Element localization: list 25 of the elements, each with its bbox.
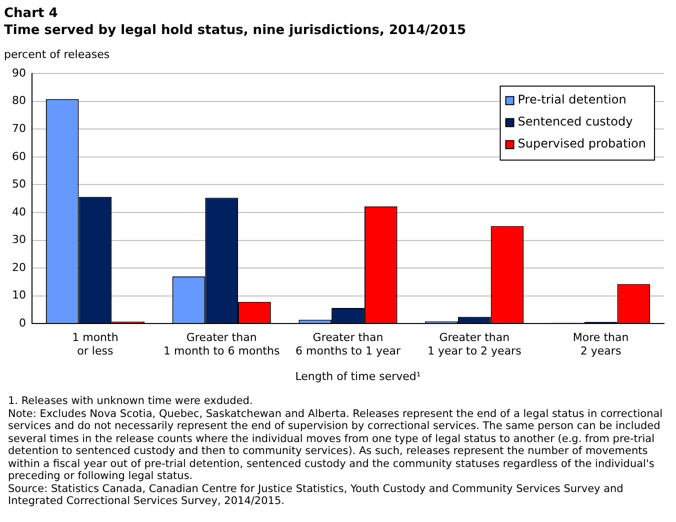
legend-label: Pre-trial detention [518, 92, 626, 107]
y-tick-label: 70 [12, 122, 26, 136]
legend-label: Supervised probation [518, 136, 646, 151]
x-tick-label: Greater than 6 months to 1 year [296, 331, 401, 358]
source-note: Source: Statistics Canada, Canadian Centre for Justice Statistics, Youth Custody and Community Services Survey and Integrated Correctional Services Survey, 2014/2015. [8, 482, 624, 508]
y-tick-label: 40 [12, 205, 26, 218]
y-axis-title: percent of releases [4, 48, 111, 61]
text: 1. Releases with unknown time were exduded. [8, 395, 254, 408]
y-tick-label: 50 [12, 178, 26, 191]
x-tick-label: Greater than 1 month to 6 months [164, 331, 280, 358]
y-tick-label: 90 [12, 66, 26, 80]
x-axis-title: Length of time served¹ [294, 370, 422, 383]
y-tick-label: 80 [12, 94, 26, 108]
y-tick-label: 60 [12, 150, 26, 163]
text: Note: Excludes Nova Scotia, Quebec, Saskatchewan and Alberta. Releases represent the end of a legal status in correctional services and do not necessarily represent the end of supervision by correctional services. The same person can be included several times in the release counts where the individual moves from one type of legal status to another (e.g. from pre-trial detention to sentenced custody and then to community services). As such, releases represent the number of movements within a fiscal year out of pre-trial detention, sentenced custody and the community statuses regardless of the individual's preceding or following legal status. [8, 408, 664, 482]
x-tick-label: 1 month or less [72, 331, 118, 358]
chart-subtitle: Time served by legal hold status, nine jurisdictions, 2014/2015 [4, 23, 468, 38]
x-tick-label: More than 2 years [572, 331, 629, 358]
y-tick-label: 0 [18, 316, 26, 330]
y-tick-label: 30 [12, 233, 26, 246]
x-tick-label: Greater than 1 year to 2 years [427, 331, 522, 358]
y-tick-label: 20 [12, 260, 26, 274]
legend-label: Sentenced custody [518, 114, 633, 129]
chart-title: Chart 4 [4, 6, 59, 21]
y-tick-label: 10 [12, 288, 26, 302]
